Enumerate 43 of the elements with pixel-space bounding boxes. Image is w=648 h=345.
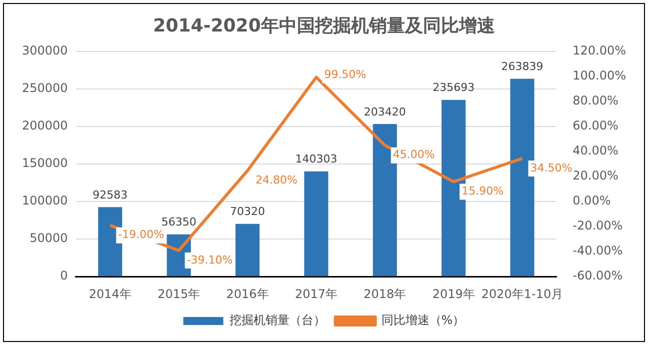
y2-tick-label: 80.00% (572, 94, 618, 108)
y2-tick-label: -60.00% (572, 268, 623, 283)
data-label: 99.50% (324, 68, 366, 82)
y2-tick-label: 0.00% (572, 194, 611, 208)
y2-tick-label: 60.00% (572, 118, 618, 133)
y-tick-label: 0 (60, 268, 68, 283)
y-tick-label: 250000 (22, 81, 68, 96)
x-tick-label: 2016年 (226, 286, 269, 301)
data-label: 34.50% (530, 161, 572, 174)
y-tick-label: 50000 (30, 231, 68, 246)
x-tick-label: 2020年1-10月 (481, 286, 564, 301)
data-label: 56350 (161, 216, 196, 229)
data-label: 203420 (364, 105, 406, 118)
data-label: 263839 (501, 60, 544, 74)
y2-tick-label: 120.00% (572, 44, 626, 58)
y2-tick-label: -20.00% (572, 218, 623, 233)
data-label: 92583 (92, 188, 128, 202)
data-label: 235693 (432, 81, 475, 94)
y2-tick-label: 100.00% (572, 68, 626, 83)
x-tick-label: 2017年 (294, 286, 338, 301)
chart-title: 2014-2020年中国挖掘机销量及同比增速 (153, 15, 495, 36)
data-label: -39.10% (186, 253, 233, 266)
data-label: -19.00% (118, 228, 164, 242)
data-label: 140303 (295, 152, 338, 166)
x-tick-label: 2015年 (158, 286, 200, 301)
y-tick-label: 200000 (22, 118, 68, 133)
y2-tick-label: -40.00% (572, 244, 623, 258)
bar (304, 171, 328, 276)
legend-label: 同比增速（%） (381, 313, 465, 328)
y2-tick-label: 40.00% (572, 144, 618, 158)
data-label: 70320 (230, 205, 266, 218)
data-label: 15.90% (462, 184, 504, 198)
x-tick-label: 2018年 (364, 286, 406, 301)
data-label: 45.00% (392, 148, 435, 162)
x-tick-label: 2019年 (432, 286, 475, 301)
y-tick-label: 150000 (22, 156, 68, 170)
bar (236, 224, 260, 276)
x-tick-label: 2014年 (88, 286, 132, 301)
y-tick-label: 300000 (22, 44, 68, 58)
y-tick-label: 100000 (22, 194, 68, 208)
data-label: 24.80% (256, 173, 298, 186)
legend-label: 挖掘机销量（台） (229, 313, 326, 328)
y2-tick-label: 20.00% (572, 168, 618, 183)
